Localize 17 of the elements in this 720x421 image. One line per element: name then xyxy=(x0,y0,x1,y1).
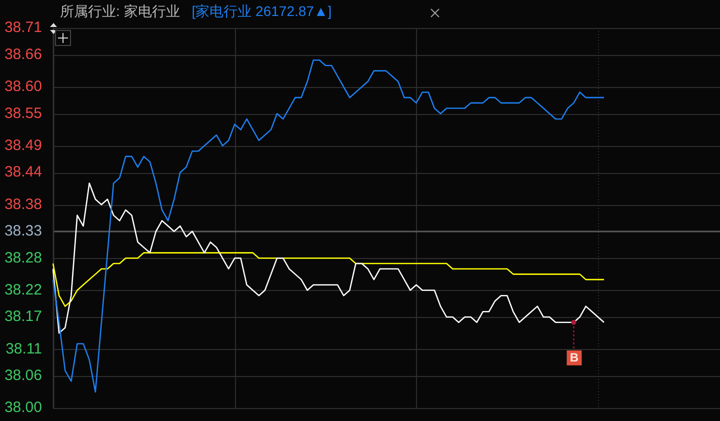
y-tick-label: 38.60 xyxy=(4,78,42,96)
y-tick-label: 38.44 xyxy=(4,164,42,181)
y-tick-label: 38.71 xyxy=(4,19,42,36)
chart-title: 所属行业: 家电行业 xyxy=(60,3,180,19)
y-tick-label: 38.11 xyxy=(6,340,42,358)
annotation: B xyxy=(570,350,579,365)
y-tick-label: 38.06 xyxy=(4,367,42,384)
y-tick-label: 38.00 xyxy=(4,399,42,416)
y-tick-label: 38.17 xyxy=(4,308,42,326)
y-tick-label: 38.66 xyxy=(4,46,42,63)
y-tick-label: 38.55 xyxy=(4,104,42,122)
y-tick-label: 38.22 xyxy=(4,281,42,298)
y-tick-label: 38.28 xyxy=(4,249,42,266)
y-tick-label: 38.49 xyxy=(4,136,42,154)
y-tick-label: 38.38 xyxy=(4,196,42,213)
y-tick-label: 38.33 xyxy=(4,222,42,240)
text: [家电行业 26172.87▲] xyxy=(192,3,332,19)
